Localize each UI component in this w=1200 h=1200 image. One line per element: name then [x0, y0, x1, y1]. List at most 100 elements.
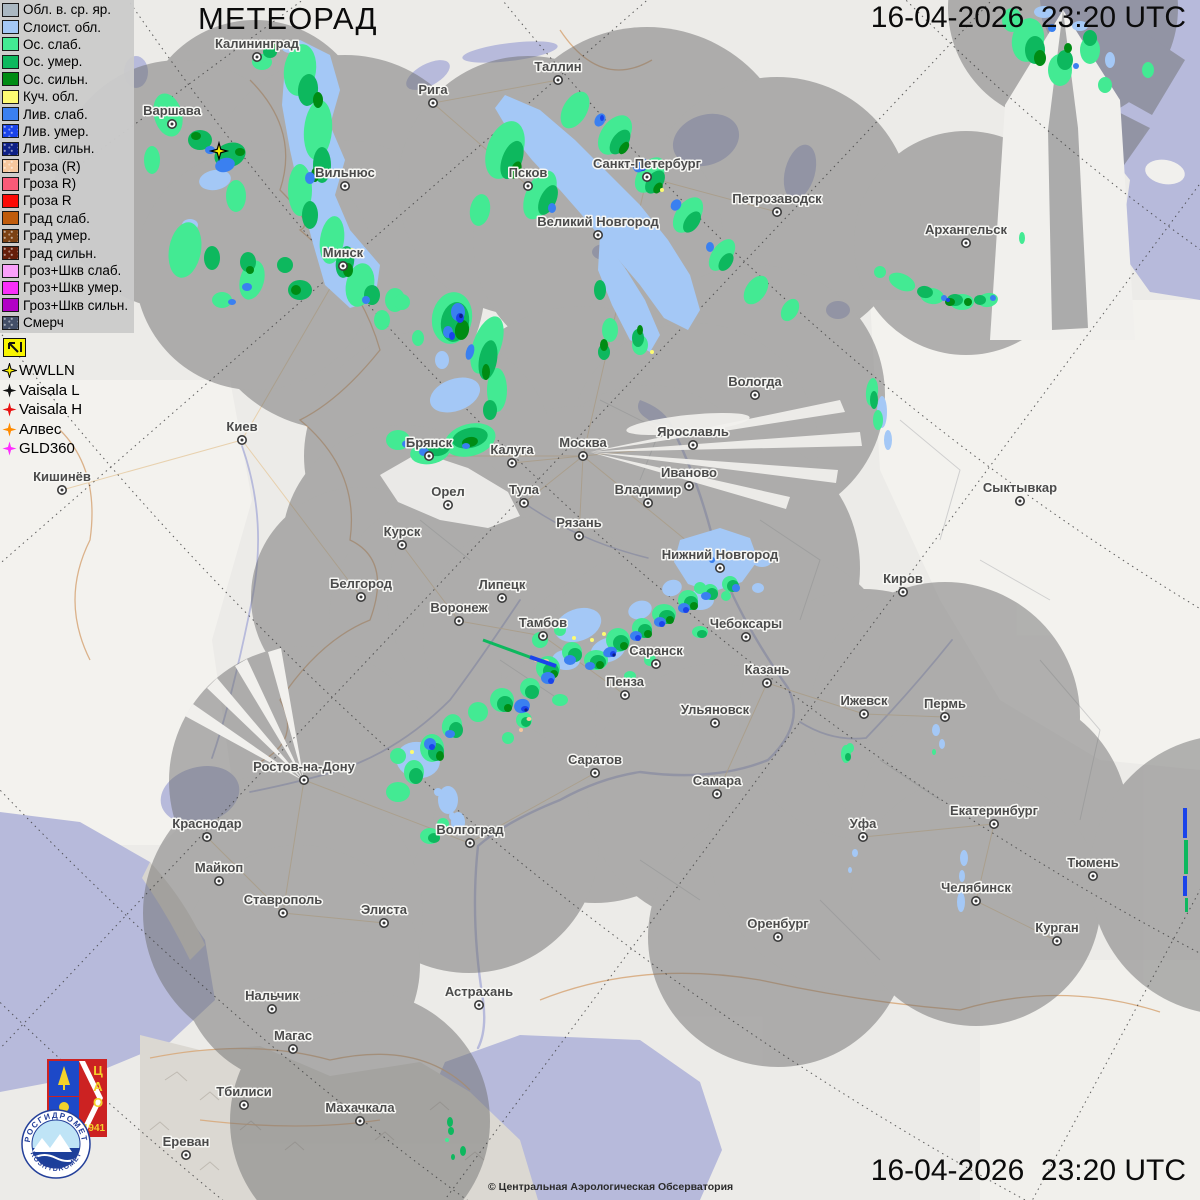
- legend-item: Град слаб.: [2, 210, 134, 227]
- city-marker: Псков: [507, 164, 549, 192]
- city-label: Магас: [274, 1028, 312, 1043]
- city-marker: Ереван: [161, 1133, 211, 1161]
- city-marker: Пермь: [923, 695, 967, 722]
- city-marker: Иваново: [660, 464, 719, 491]
- city-label: Курган: [1035, 920, 1078, 935]
- city-label: Чебоксары: [710, 616, 782, 631]
- legend-item: Лив. слаб.: [2, 105, 134, 122]
- legend-swatch: [2, 37, 19, 52]
- legend-label: Гроза R): [23, 176, 77, 192]
- city-marker: Липецк: [477, 576, 527, 603]
- city-marker: Владимир: [613, 481, 683, 508]
- cao-letter-2: А: [93, 1079, 103, 1094]
- legend-swatch: [2, 54, 19, 69]
- legend-label: Гроза (R): [23, 158, 81, 174]
- legend-item: Смерч: [2, 314, 134, 331]
- city-label: Тюмень: [1067, 855, 1118, 870]
- city-marker: Таллин: [533, 58, 583, 86]
- city-layer: Калининград Варшава Таллин Рига Вильнюс Минск…: [32, 35, 1120, 1161]
- copyright-line: © Центральная Аэрологическая Обсерватори…: [488, 1181, 734, 1193]
- lightning-network-item: GLD360: [2, 439, 82, 459]
- city-marker: Киев: [225, 418, 259, 445]
- blind-sectors: [185, 10, 1185, 781]
- lightning-network-label: WWLLN: [19, 362, 75, 380]
- legend-swatch: [2, 20, 19, 35]
- city-marker: Варшава: [142, 102, 203, 130]
- city-marker: Воронеж: [429, 599, 490, 626]
- city-label: Нальчик: [245, 988, 299, 1003]
- city-label: Орел: [431, 484, 465, 499]
- city-marker: Тюмень: [1066, 854, 1120, 881]
- city-marker: Тбилиси: [215, 1083, 273, 1111]
- city-marker: Пенза: [605, 673, 646, 700]
- legend-item: Гроза R: [2, 192, 134, 209]
- lightning-network-label: Vaisala H: [19, 401, 83, 419]
- city-marker: Нижний Новгород: [660, 546, 781, 573]
- legend-label: Гроза R: [23, 193, 72, 209]
- city-label: Москва: [559, 435, 607, 450]
- city-label: Саранск: [629, 643, 683, 658]
- precipitation-legend: Обл. в. ср. яр. Слоист. обл. Ос. слаб. Ос. …: [0, 0, 134, 334]
- city-label: Казань: [745, 662, 790, 677]
- legend-swatch: [2, 89, 19, 104]
- city-label: Липецк: [479, 577, 526, 592]
- city-marker: Сыктывкар: [981, 479, 1059, 506]
- city-marker: Киров: [882, 570, 924, 597]
- city-label: Иваново: [661, 465, 717, 480]
- timestamp-top: 16-04-2026 23:20 UTC: [870, 1, 1186, 34]
- city-marker: Махачкала: [324, 1099, 397, 1127]
- legend-label: Град слаб.: [23, 210, 90, 226]
- cao-letter-1: Ц: [93, 1063, 103, 1078]
- lightning-network-label: Алвес: [19, 420, 62, 438]
- lightning-network-item: Vaisala H: [2, 400, 82, 420]
- city-marker: Казань: [743, 661, 791, 688]
- city-label: Астрахань: [445, 984, 513, 999]
- city-marker: Вильнюс: [314, 164, 376, 192]
- lightning-star-icon: [2, 422, 17, 437]
- city-label: Самара: [693, 773, 742, 788]
- city-marker: Оренбург: [746, 915, 811, 942]
- legend-item: Слоист. обл.: [2, 18, 134, 35]
- legend-label: Лив. умер.: [23, 123, 89, 139]
- cao-year: 1941: [83, 1123, 106, 1134]
- city-label: Ставрополь: [244, 892, 323, 907]
- city-marker: Ростов-на-Дону: [252, 758, 357, 785]
- city-label: Сыктывкар: [983, 480, 1057, 495]
- city-marker: Орел: [430, 483, 466, 510]
- tornado-marker-icon: [3, 338, 26, 357]
- legend-label: Град умер.: [23, 228, 91, 244]
- city-label: Воронеж: [430, 600, 488, 615]
- lightning-strike-layer: [208, 140, 230, 162]
- city-marker: Самара: [691, 772, 744, 799]
- tornado-glyph: [8, 342, 22, 353]
- city-label: Киров: [883, 571, 923, 586]
- legend-swatch: [2, 141, 19, 156]
- legend-swatch: [2, 72, 19, 87]
- city-label: Пенза: [606, 674, 645, 689]
- cao-letter-3: О: [93, 1095, 103, 1110]
- city-label: Калининград: [215, 36, 300, 51]
- legend-item: Лив. умер.: [2, 123, 134, 140]
- legend-swatch: [2, 159, 19, 174]
- city-marker: Екатеринбург: [948, 802, 1040, 829]
- legend-item: Ос. умер.: [2, 53, 134, 70]
- legend-label: Град сильн.: [23, 245, 97, 261]
- city-marker: Калуга: [489, 441, 536, 468]
- legend-swatch: [2, 211, 19, 226]
- legend-item: Ос. слаб.: [2, 36, 134, 53]
- city-label: Нижний Новгород: [662, 547, 779, 562]
- city-label: Краснодар: [172, 816, 241, 831]
- legend-item: Обл. в. ср. яр.: [2, 1, 134, 18]
- legend-label: Ос. умер.: [23, 54, 83, 70]
- city-marker: Белгород: [329, 575, 394, 602]
- city-label: Элиста: [361, 902, 408, 917]
- legend-label: Лив. сильн.: [23, 141, 95, 157]
- city-marker: Минск: [321, 244, 365, 271]
- city-label: Владимир: [615, 482, 682, 497]
- city-label: Екатеринбург: [950, 803, 1039, 818]
- city-marker: Майкоп: [193, 859, 245, 886]
- city-marker: Калининград: [213, 35, 301, 62]
- city-marker: Ижевск: [839, 692, 890, 719]
- city-label: Таллин: [534, 59, 581, 74]
- city-marker: Тула: [508, 481, 541, 508]
